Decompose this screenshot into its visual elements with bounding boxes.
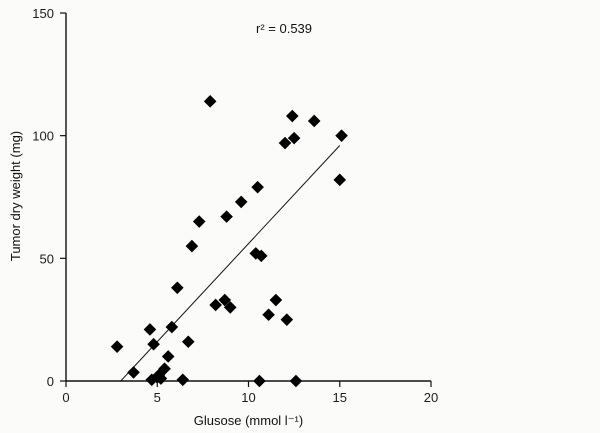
data-point: [286, 109, 299, 123]
data-point: [145, 373, 159, 387]
r-squared-annotation: r² = 0.539: [256, 21, 312, 36]
data-point: [203, 95, 217, 108]
data-point: [234, 195, 248, 209]
y-tick-label: 100: [32, 129, 54, 144]
data-point: [192, 215, 206, 228]
data-point: [287, 131, 301, 145]
data-point: [333, 173, 347, 187]
data-point: [289, 374, 303, 388]
x-tick-label: 20: [424, 390, 438, 405]
axes: [65, 13, 431, 382]
y-tick-label: 0: [47, 374, 54, 389]
data-point: [249, 247, 263, 260]
x-axis-title: Glusose (mmol l⁻¹): [194, 413, 303, 428]
data-point: [158, 362, 171, 376]
data-point: [171, 281, 184, 295]
data-point: [147, 337, 160, 351]
data-point: [307, 114, 321, 128]
data-point: [161, 350, 175, 363]
data-point: [154, 372, 168, 385]
data-point: [110, 340, 124, 353]
data-point: [253, 374, 266, 388]
data-point: [254, 249, 268, 263]
y-axis-title: Tumor dry weight (mg): [8, 131, 23, 261]
y-tick-label: 50: [40, 251, 54, 266]
data-point: [223, 301, 237, 314]
x-tick-label: 10: [241, 390, 255, 405]
ticks: 0 5 10 15 20 0 50 100 150: [32, 6, 438, 405]
data-point: [165, 320, 179, 334]
data-point: [220, 210, 233, 223]
x-tick-label: 5: [154, 390, 161, 405]
data-point: [269, 293, 283, 307]
data-point: [278, 136, 292, 150]
x-tick-label: 0: [62, 390, 69, 405]
y-tick-label: 150: [32, 6, 54, 21]
data-point: [209, 298, 222, 312]
data-point: [143, 323, 157, 336]
data-point: [251, 180, 264, 194]
data-point: [218, 293, 232, 307]
data-point: [280, 313, 294, 326]
data-point: [176, 373, 190, 387]
data-point: [185, 239, 199, 253]
data-point: [127, 366, 140, 379]
data-point: [262, 308, 275, 322]
data-point: [335, 129, 348, 142]
data-point: [181, 335, 195, 349]
x-tick-label: 15: [333, 390, 347, 405]
data-points: [110, 95, 348, 388]
